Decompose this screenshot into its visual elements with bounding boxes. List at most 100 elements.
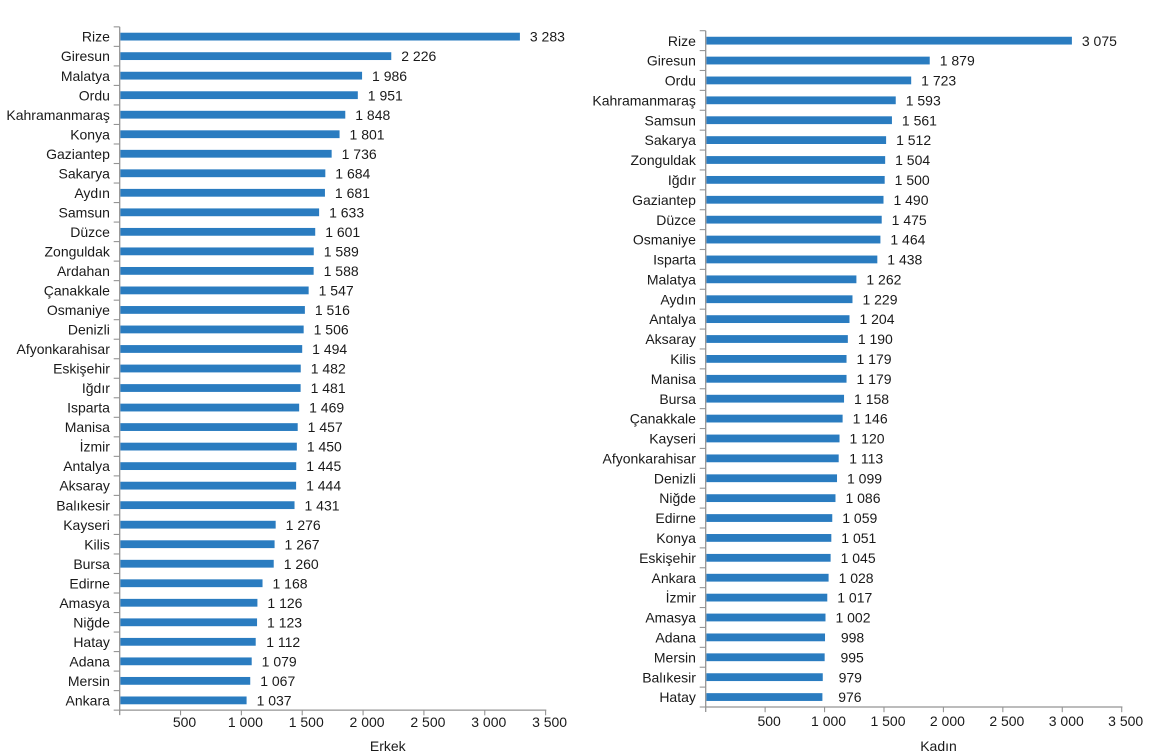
svg-text:1 547: 1 547 <box>319 283 354 299</box>
svg-text:1 457: 1 457 <box>308 419 343 435</box>
svg-text:Kayseri: Kayseri <box>649 431 696 447</box>
svg-text:Osmaniye: Osmaniye <box>633 232 696 248</box>
svg-text:1 490: 1 490 <box>893 192 928 208</box>
svg-text:Ordu: Ordu <box>665 73 696 89</box>
svg-text:Aksaray: Aksaray <box>59 478 110 494</box>
svg-text:1 431: 1 431 <box>305 497 340 513</box>
svg-text:1 051: 1 051 <box>841 530 876 546</box>
svg-text:1 146: 1 146 <box>853 411 888 427</box>
svg-text:Konya: Konya <box>70 126 110 142</box>
svg-text:Antalya: Antalya <box>63 458 110 474</box>
svg-text:Zonguldak: Zonguldak <box>631 152 697 168</box>
svg-text:Kadın: Kadın <box>920 738 957 754</box>
svg-text:1 190: 1 190 <box>858 331 893 347</box>
svg-text:1 593: 1 593 <box>906 92 941 108</box>
svg-text:Düzce: Düzce <box>70 224 110 240</box>
svg-text:1 260: 1 260 <box>284 556 319 572</box>
svg-text:Amasya: Amasya <box>645 610 696 626</box>
svg-text:Adana: Adana <box>655 629 696 645</box>
svg-text:3 000: 3 000 <box>471 714 506 730</box>
svg-text:Isparta: Isparta <box>67 400 110 416</box>
svg-text:1 589: 1 589 <box>324 243 359 259</box>
svg-text:2 226: 2 226 <box>401 48 436 64</box>
svg-text:Aydın: Aydın <box>660 291 696 307</box>
svg-text:Mersin: Mersin <box>68 673 110 689</box>
svg-text:1 002: 1 002 <box>835 610 870 626</box>
svg-text:1 801: 1 801 <box>350 126 385 142</box>
svg-text:1 445: 1 445 <box>306 458 341 474</box>
svg-text:1 684: 1 684 <box>335 165 370 181</box>
svg-text:Hatay: Hatay <box>659 689 696 705</box>
svg-text:Gaziantep: Gaziantep <box>632 192 696 208</box>
svg-text:Düzce: Düzce <box>656 212 696 228</box>
svg-text:1 504: 1 504 <box>895 152 930 168</box>
svg-text:1 450: 1 450 <box>307 439 342 455</box>
svg-text:1 951: 1 951 <box>368 87 403 103</box>
svg-text:Giresun: Giresun <box>61 48 110 64</box>
svg-text:Çanakkale: Çanakkale <box>44 283 110 299</box>
svg-text:1 204: 1 204 <box>859 311 894 327</box>
svg-text:Ankara: Ankara <box>652 570 697 586</box>
svg-text:Sakarya: Sakarya <box>645 132 697 148</box>
svg-text:Denizli: Denizli <box>68 322 110 338</box>
svg-text:Edirne: Edirne <box>655 510 696 526</box>
svg-text:Ardahan: Ardahan <box>57 263 110 279</box>
svg-text:Ankara: Ankara <box>66 692 111 708</box>
svg-text:1 561: 1 561 <box>902 112 937 128</box>
svg-text:1 464: 1 464 <box>890 232 925 248</box>
svg-text:Malatya: Malatya <box>647 271 696 287</box>
svg-text:1 475: 1 475 <box>892 212 927 228</box>
svg-text:1 444: 1 444 <box>306 478 341 494</box>
svg-text:Manisa: Manisa <box>65 419 110 435</box>
svg-text:1 037: 1 037 <box>257 692 292 708</box>
svg-text:Zonguldak: Zonguldak <box>45 243 111 259</box>
svg-text:Iğdır: Iğdır <box>82 380 110 396</box>
svg-text:Afyonkarahisar: Afyonkarahisar <box>17 341 111 357</box>
svg-text:976: 976 <box>838 689 862 705</box>
svg-text:1 494: 1 494 <box>312 341 347 357</box>
svg-text:Aksaray: Aksaray <box>645 331 696 347</box>
svg-text:Amasya: Amasya <box>59 595 110 611</box>
svg-text:Adana: Adana <box>69 653 110 669</box>
svg-text:3 075: 3 075 <box>1082 33 1117 49</box>
svg-text:İzmir: İzmir <box>666 589 697 606</box>
svg-text:1 099: 1 099 <box>847 470 882 486</box>
svg-text:1 500: 1 500 <box>289 714 324 730</box>
svg-text:3 283: 3 283 <box>530 29 565 45</box>
svg-text:Konya: Konya <box>656 530 696 546</box>
svg-text:Kahramanmaraş: Kahramanmaraş <box>6 107 110 123</box>
svg-text:Rize: Rize <box>668 33 696 49</box>
svg-text:Osmaniye: Osmaniye <box>47 302 110 318</box>
svg-text:Ordu: Ordu <box>79 87 110 103</box>
svg-text:1 848: 1 848 <box>355 107 390 123</box>
svg-text:1 516: 1 516 <box>315 302 350 318</box>
svg-text:1 179: 1 179 <box>857 351 892 367</box>
svg-text:Niğde: Niğde <box>659 490 696 506</box>
svg-text:Samsun: Samsun <box>59 204 110 220</box>
svg-text:Kahramanmaraş: Kahramanmaraş <box>592 92 696 108</box>
svg-text:1 481: 1 481 <box>311 380 346 396</box>
svg-text:1 506: 1 506 <box>314 322 349 338</box>
svg-text:1 045: 1 045 <box>841 550 876 566</box>
svg-text:1 601: 1 601 <box>325 224 360 240</box>
svg-text:Kilis: Kilis <box>84 536 110 552</box>
svg-text:3 500: 3 500 <box>1108 713 1143 729</box>
svg-text:Manisa: Manisa <box>651 371 696 387</box>
svg-text:1 067: 1 067 <box>260 673 295 689</box>
svg-text:Çanakkale: Çanakkale <box>630 411 696 427</box>
svg-text:1 017: 1 017 <box>837 590 872 606</box>
svg-text:Bursa: Bursa <box>659 391 696 407</box>
svg-text:1 229: 1 229 <box>862 291 897 307</box>
svg-text:1 681: 1 681 <box>335 185 370 201</box>
svg-text:1 588: 1 588 <box>324 263 359 279</box>
svg-text:1 500: 1 500 <box>895 172 930 188</box>
svg-text:3 500: 3 500 <box>532 714 567 730</box>
svg-text:1 120: 1 120 <box>849 431 884 447</box>
svg-text:1 059: 1 059 <box>842 510 877 526</box>
svg-text:1 276: 1 276 <box>286 517 321 533</box>
svg-text:Iğdır: Iğdır <box>668 172 696 188</box>
svg-text:1 438: 1 438 <box>887 252 922 268</box>
svg-text:Aydın: Aydın <box>74 185 110 201</box>
svg-text:Mersin: Mersin <box>654 649 696 665</box>
svg-text:1 723: 1 723 <box>921 73 956 89</box>
